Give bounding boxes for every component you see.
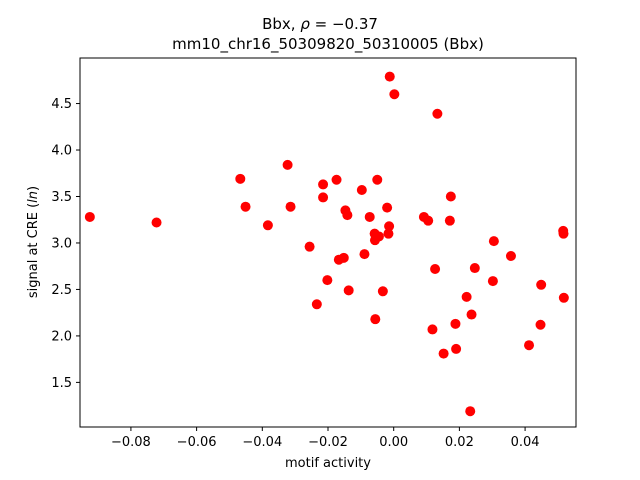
data-point <box>151 217 162 228</box>
y-tick-label: 4.0 <box>51 144 72 159</box>
data-point <box>322 275 333 286</box>
data-point <box>383 228 394 239</box>
data-point <box>338 252 349 263</box>
data-point <box>240 201 251 212</box>
data-point <box>389 89 400 100</box>
data-point <box>356 184 367 195</box>
data-point <box>445 191 456 202</box>
data-points <box>84 71 569 417</box>
data-point <box>427 324 438 335</box>
data-point <box>524 340 535 351</box>
data-point <box>318 179 329 190</box>
data-point <box>438 348 449 359</box>
data-point <box>382 202 393 213</box>
data-point <box>465 406 476 417</box>
data-point <box>450 318 461 329</box>
y-tick-label: 2.0 <box>51 329 72 344</box>
x-tick-label: 0.04 <box>511 435 540 450</box>
y-tick-label: 3.0 <box>51 236 72 251</box>
data-point <box>423 215 434 226</box>
data-point <box>364 211 375 222</box>
data-point <box>342 210 353 221</box>
data-point <box>262 220 273 231</box>
data-point <box>235 173 246 184</box>
data-point <box>331 174 342 185</box>
data-point <box>373 231 384 242</box>
data-point <box>536 279 547 290</box>
x-tick-label: 0.02 <box>445 435 474 450</box>
data-point <box>359 249 370 260</box>
x-tick-label: −0.02 <box>308 435 348 450</box>
data-point <box>488 236 499 247</box>
data-point <box>318 192 329 203</box>
y-axis-ticks: 1.5 2.0 2.5 3.0 3.5 4.0 4.5 <box>51 97 80 391</box>
data-point <box>377 286 388 297</box>
data-point <box>285 201 296 212</box>
data-point <box>505 250 516 261</box>
chart-title-line-2: mm10_chr16_50309820_50310005 (Bbx) <box>172 35 484 54</box>
data-point <box>370 314 381 325</box>
x-tick-label: 0.00 <box>379 435 408 450</box>
data-point <box>304 241 315 252</box>
y-tick-label: 1.5 <box>51 376 72 391</box>
data-point <box>384 221 395 232</box>
x-tick-label: −0.08 <box>111 435 151 450</box>
x-axis-ticks: −0.08 −0.06 −0.04 −0.02 0.00 0.02 0.04 <box>111 427 540 450</box>
data-point <box>558 228 569 239</box>
x-tick-label: −0.06 <box>177 435 217 450</box>
y-axis-label: signal at CRE (ln) <box>26 186 41 298</box>
data-point <box>432 108 443 119</box>
x-axis-label: motif activity <box>285 456 371 471</box>
data-point <box>487 276 498 287</box>
data-point <box>469 263 480 274</box>
y-tick-label: 2.5 <box>51 283 72 298</box>
data-point <box>430 263 441 274</box>
data-point <box>461 291 472 302</box>
data-point <box>444 215 455 226</box>
x-tick-label: −0.04 <box>242 435 282 450</box>
data-point <box>384 71 395 82</box>
data-point <box>372 174 383 185</box>
data-point <box>558 292 569 303</box>
y-tick-label: 4.5 <box>51 97 72 112</box>
data-point <box>343 285 354 296</box>
data-point <box>84 211 95 222</box>
data-point <box>282 159 293 170</box>
chart-title-line-1: Bbx, ρ = −0.37 <box>262 15 378 33</box>
data-point <box>311 299 322 310</box>
data-point <box>451 343 462 354</box>
data-point <box>535 319 546 330</box>
y-tick-label: 3.5 <box>51 190 72 205</box>
data-point <box>466 309 477 320</box>
